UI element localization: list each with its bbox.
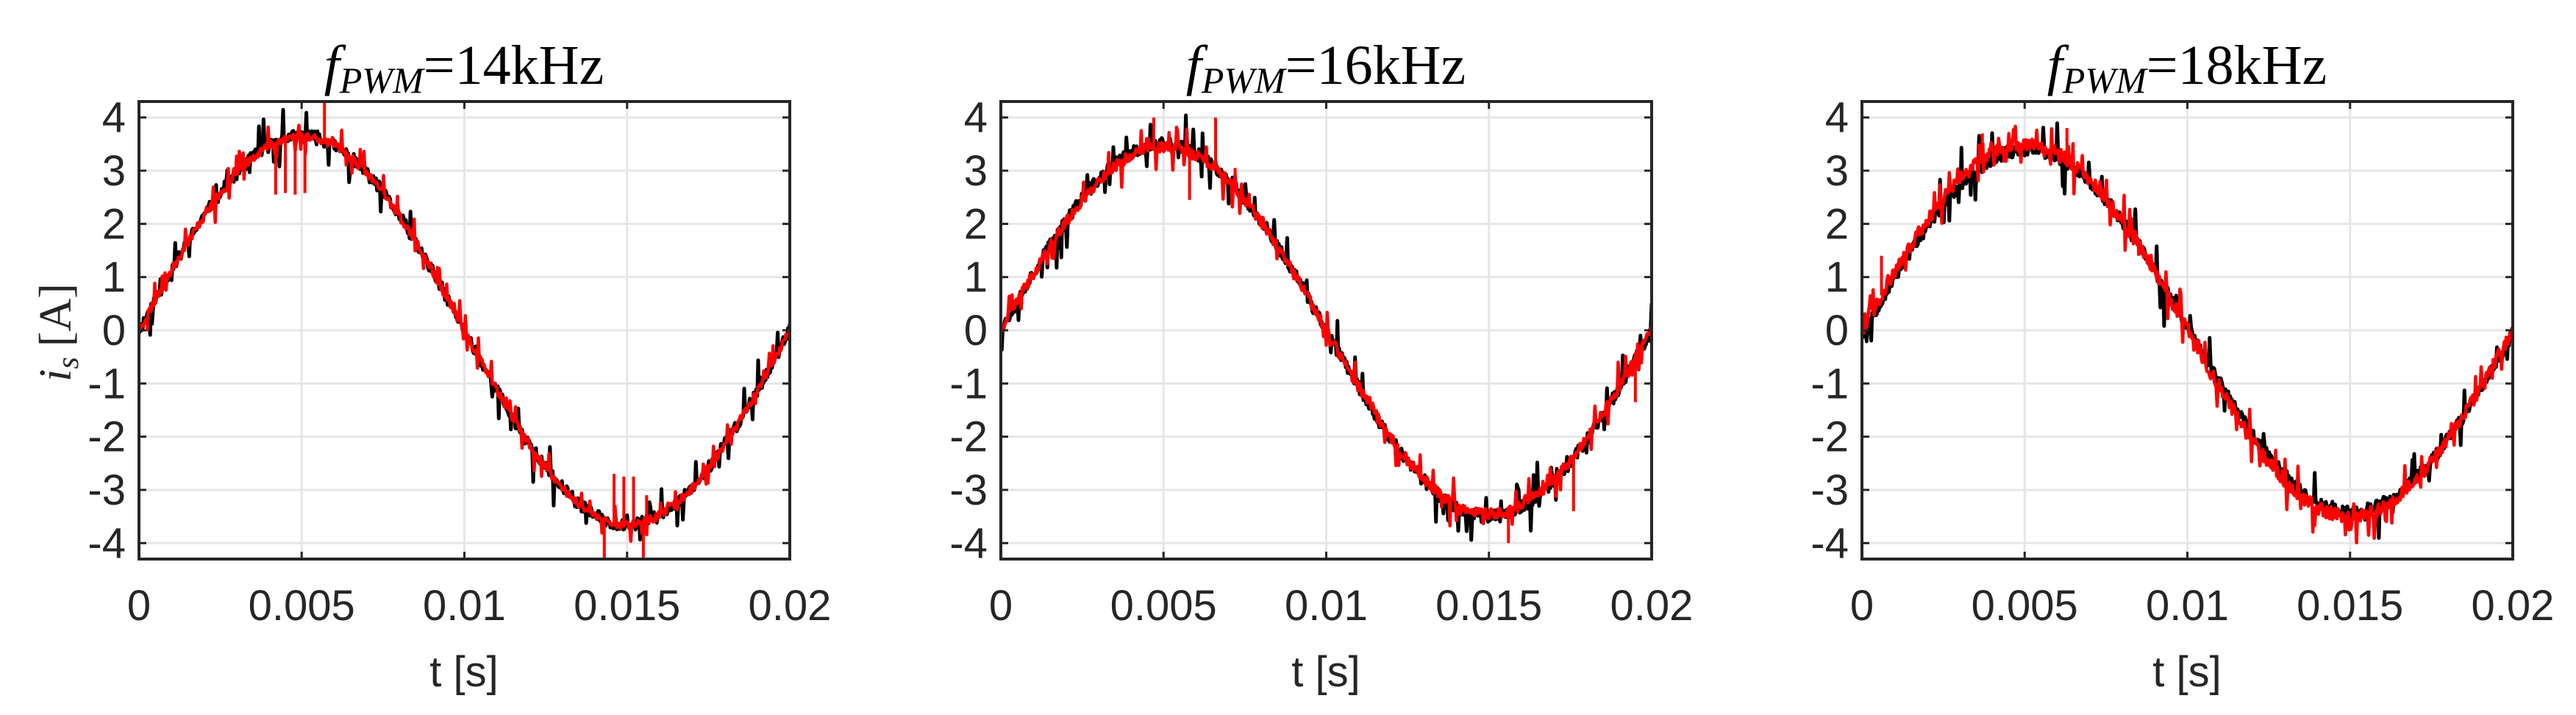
- y-tick-label: -1: [88, 360, 126, 408]
- plot-traces: [1001, 113, 1652, 544]
- y-tick-labels: 4 3 2 1 0 -1 -2 -3 -4: [949, 94, 988, 568]
- y-axis-label: is[A]: [31, 283, 85, 382]
- y-tick-label: 2: [102, 200, 126, 248]
- y-tick-label: 3: [964, 147, 988, 195]
- y-tick-label: 0: [1825, 307, 1849, 355]
- subplot-18khz: fPWM=18kHz 4 3 2 1 0 -1 -2 -3 -4 0 0.005 0.01 0.015…: [1810, 35, 2554, 696]
- subplot-title: fPWM=18kHz: [2047, 35, 2327, 101]
- y-tick-label: 2: [1825, 200, 1849, 248]
- y-tick-label: -4: [1810, 519, 1849, 567]
- x-tick-label: 0.02: [1610, 582, 1694, 630]
- plot-traces: [1862, 121, 2513, 545]
- x-tick-labels: 0 0.005 0.01 0.015 0.02: [1850, 582, 2555, 630]
- y-tick-label: -4: [949, 519, 988, 567]
- x-tick-label: 0.005: [1972, 582, 2078, 630]
- y-tick-label: 4: [964, 94, 988, 142]
- grid-lines: [1860, 102, 2514, 559]
- y-tick-label: -2: [88, 413, 126, 461]
- x-tick-label: 0.015: [1435, 582, 1542, 630]
- x-tick-labels: 0 0.005 0.01 0.015 0.02: [989, 582, 1694, 630]
- y-tick-label: 1: [1825, 254, 1849, 302]
- y-tick-label: 3: [1825, 147, 1849, 195]
- x-tick-label: 0.005: [249, 582, 355, 630]
- y-tick-label: 1: [102, 254, 126, 302]
- x-axis-label: t [s]: [429, 648, 498, 696]
- x-tick-label: 0.015: [2297, 582, 2403, 630]
- x-tick-label: 0.02: [2472, 582, 2555, 630]
- x-tick-label: 0.02: [749, 582, 832, 630]
- subplot-title: fPWM=16kHz: [1186, 35, 1466, 101]
- x-axis-label: t [s]: [2152, 648, 2221, 696]
- x-tick-label: 0.01: [423, 582, 506, 630]
- y-tick-label: -1: [949, 360, 988, 408]
- x-tick-label: 0.015: [574, 582, 680, 630]
- y-tick-label: -4: [88, 519, 126, 567]
- y-tick-label: 3: [102, 147, 126, 195]
- x-tick-label: 0.01: [1285, 582, 1368, 630]
- axes-box: [138, 100, 791, 561]
- reference-current-trace: [1001, 125, 1652, 527]
- y-tick-label: -2: [1810, 413, 1849, 461]
- y-tick-label: -1: [1810, 360, 1849, 408]
- x-tick-label: 0: [127, 582, 151, 630]
- y-tick-label: 0: [102, 307, 126, 355]
- y-tick-label: -3: [88, 466, 126, 514]
- x-tick-label: 0: [989, 582, 1013, 630]
- x-tick-label: 0.01: [2146, 582, 2229, 630]
- subplot-16khz: fPWM=16kHz 4 3 2 1 0 -1 -2 -3 -4 0 0.005 0.01 0.015…: [949, 35, 1693, 696]
- axes-box: [1860, 100, 2514, 561]
- y-tick-label: -3: [1810, 466, 1849, 514]
- y-tick-labels: 4 3 2 1 0 -1 -2 -3 -4: [88, 94, 126, 568]
- y-tick-label: 0: [964, 307, 988, 355]
- plot-traces: [139, 102, 790, 559]
- y-tick-labels: 4 3 2 1 0 -1 -2 -3 -4: [1810, 94, 1849, 568]
- y-tick-label: 1: [964, 254, 988, 302]
- reference-current-trace: [1862, 124, 2513, 545]
- reference-current-trace: [139, 124, 790, 543]
- x-tick-label: 0: [1850, 582, 1874, 630]
- y-tick-label: 4: [102, 94, 126, 142]
- y-tick-label: 2: [964, 200, 988, 248]
- x-tick-labels: 0 0.005 0.01 0.015 0.02: [127, 582, 832, 630]
- axes-box: [999, 100, 1653, 561]
- y-tick-label: -3: [949, 466, 988, 514]
- x-tick-label: 0.005: [1110, 582, 1217, 630]
- x-axis-label: t [s]: [1291, 648, 1360, 696]
- y-tick-label: -2: [949, 413, 988, 461]
- y-tick-label: 4: [1825, 94, 1849, 142]
